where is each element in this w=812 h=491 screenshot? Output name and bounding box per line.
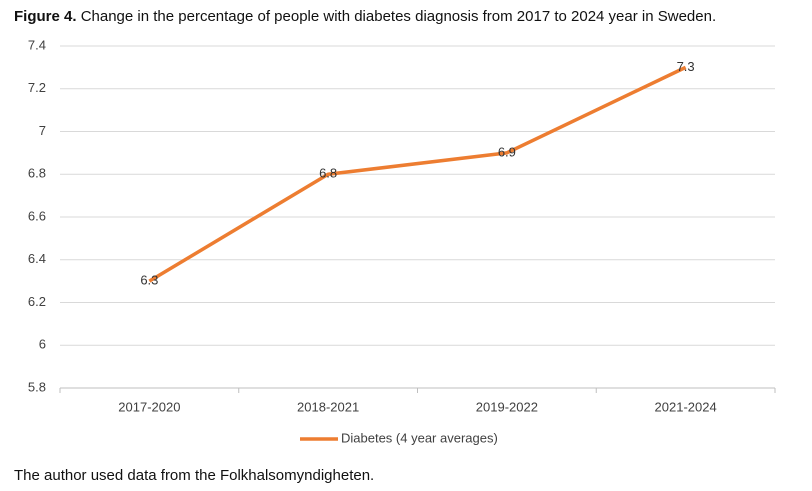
y-tick-label: 5.8	[28, 379, 46, 394]
y-tick-label: 6	[39, 337, 46, 352]
data-label: 6.8	[319, 166, 337, 181]
y-tick-label: 7.4	[28, 37, 46, 52]
figure-title: Change in the percentage of people with …	[80, 8, 717, 25]
x-tick-label: 2021-2024	[655, 399, 717, 414]
data-line	[148, 65, 687, 283]
data-label: 7.3	[677, 59, 695, 74]
x-tick-label: 2018-2021	[297, 399, 359, 414]
x-tick-label: 2017-2020	[118, 399, 180, 414]
y-tick-label: 7	[39, 123, 46, 138]
y-tick-label: 6.6	[28, 208, 46, 223]
y-tick-label: 6.2	[28, 294, 46, 309]
data-label: 6.9	[498, 144, 516, 159]
y-tick-label: 6.8	[28, 166, 46, 181]
x-tick-label: 2019-2022	[476, 399, 538, 414]
legend-label: Diabetes (4 year averages)	[341, 430, 498, 445]
figure-caption: Figure 4. Change in the percentage of pe…	[14, 8, 716, 25]
figure-label: Figure 4.	[14, 8, 77, 25]
y-tick-label: 6.4	[28, 251, 46, 266]
source-note: The author used data from the Folkhalsom…	[14, 467, 375, 484]
data-label: 6.3	[140, 273, 158, 288]
y-tick-label: 7.2	[28, 80, 46, 95]
